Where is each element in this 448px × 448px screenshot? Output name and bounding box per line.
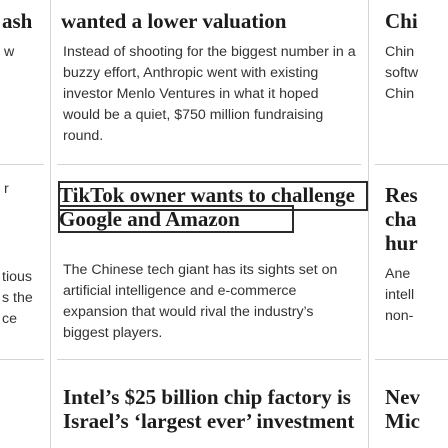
right-headline-3[interactable]: Nev Mic <box>385 385 420 433</box>
dek-line: artificial intelligence and e-commerce <box>63 283 297 299</box>
right-dek-2: Ane intell non- <box>385 264 414 327</box>
dek-line: Chin <box>385 44 415 60</box>
dek-line: Instead of shooting for the biggest numb… <box>63 44 356 60</box>
article-dek-tiktok: The Chinese tech giant has its sights se… <box>63 260 337 344</box>
row-divider-2 <box>57 359 361 360</box>
dek-line: The Chinese tech giant has its sights se… <box>63 262 338 278</box>
dek-line: Chin <box>385 86 415 102</box>
dek-line: expansion that would rival the industry’… <box>63 304 314 320</box>
dek-line: softw <box>385 65 419 81</box>
headline-line[interactable]: Res <box>385 183 418 207</box>
dek-line: buzzy effort, Anthropic went with existi… <box>63 65 319 81</box>
left-headline-1[interactable]: ash <box>2 9 33 33</box>
headline-line[interactable]: Israel’s ‘largest ever’ investment <box>63 409 355 433</box>
headline-line[interactable]: Mic <box>385 409 420 433</box>
right-headline-2[interactable]: Res cha hur <box>385 183 418 255</box>
dek-line: investor Menlo Ventures in what it hoped <box>63 86 319 102</box>
article-headline-anthropic[interactable]: wanted a lower valuation <box>61 9 287 33</box>
row-divider-1 <box>57 164 361 165</box>
right-column: Chi Chin softw Chin Res cha hur Ane inte… <box>369 0 448 448</box>
left-dek-1: w <box>4 44 15 60</box>
column-divider-right <box>368 0 369 448</box>
article-headline-intel[interactable]: Intel’s $25 billion chip factory is Isra… <box>63 385 354 433</box>
left-column: ash w r tious s the ce <box>0 0 48 448</box>
left-dek-3-line: s the <box>2 290 33 306</box>
headline-line[interactable]: hur <box>385 231 418 255</box>
focus-outline-line-1 <box>58 181 368 211</box>
article-dek-anthropic: Instead of shooting for the biggest numb… <box>63 42 356 147</box>
column-divider-left <box>50 0 51 448</box>
right-headline-1[interactable]: Chi <box>385 9 418 33</box>
dek-line: would be a quiet, $750 million fundraisi… <box>63 107 324 123</box>
row-divider-left-2 <box>0 359 44 360</box>
right-dek-1: Chin softw Chin <box>385 42 418 105</box>
dek-line: Ane <box>385 266 411 282</box>
left-dek-3-line: tious <box>2 269 32 285</box>
left-dek-3: tious s the ce <box>2 267 33 330</box>
dek-line: intell <box>385 287 415 303</box>
dek-line: round. <box>63 128 104 144</box>
row-divider-right-2 <box>375 359 448 360</box>
row-divider-right-1 <box>375 164 448 165</box>
headline-line[interactable]: Intel’s $25 billion chip factory is <box>63 385 351 409</box>
headline-line[interactable]: Google and Amazon <box>59 207 240 231</box>
center-column: wanted a lower valuation Instead of shoo… <box>50 0 368 448</box>
focus-outline-line-2 <box>58 205 294 233</box>
headline-line[interactable]: Nev <box>385 385 420 409</box>
headline-line[interactable]: cha <box>385 207 417 231</box>
dek-line: non- <box>385 308 414 324</box>
headline-line[interactable]: TikTok owner wants to challenge <box>59 183 355 207</box>
row-divider-left-1 <box>0 164 44 165</box>
left-dek-3-line: ce <box>2 311 17 327</box>
article-headline-tiktok[interactable]: TikTok owner wants to challenge Google a… <box>59 183 355 231</box>
left-dek-2: r <box>4 181 9 197</box>
dek-line: biggest players. <box>63 325 163 341</box>
